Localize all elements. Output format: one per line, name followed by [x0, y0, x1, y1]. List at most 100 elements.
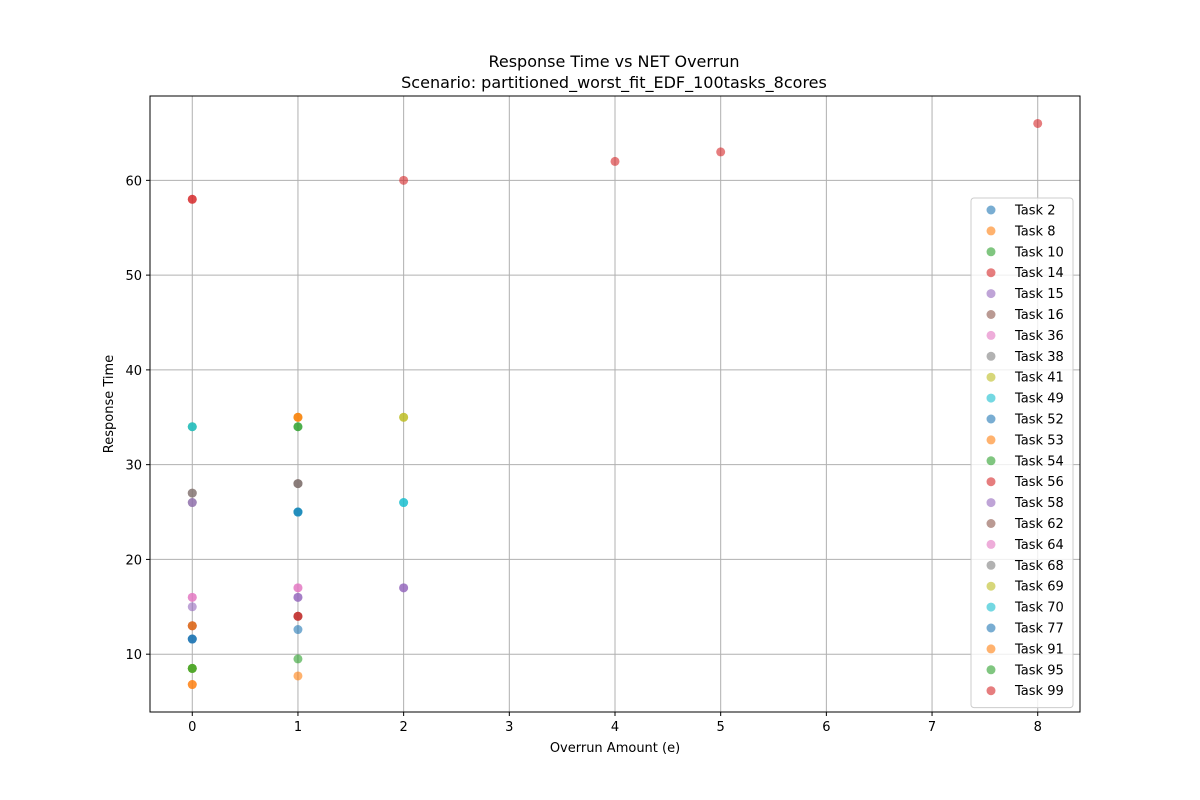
data-point: [187, 680, 197, 690]
y-axis-label: Response Time: [102, 355, 117, 453]
y-tick-label: 30: [125, 459, 142, 474]
x-tick-label: 8: [1034, 720, 1042, 735]
data-points: [187, 118, 1043, 690]
legend-marker: [986, 247, 996, 257]
legend-label: Task 8: [1014, 224, 1055, 239]
legend-label: Task 36: [1014, 329, 1064, 344]
legend-marker: [986, 665, 996, 675]
legend-marker: [986, 539, 996, 549]
legend-marker: [986, 602, 996, 612]
legend-marker: [986, 623, 996, 633]
legend-label: Task 69: [1014, 580, 1064, 595]
data-point: [293, 583, 303, 593]
legend-label: Task 77: [1014, 622, 1064, 637]
data-point: [187, 194, 197, 204]
data-point: [187, 422, 197, 432]
legend-marker: [986, 686, 996, 696]
data-point: [716, 147, 726, 157]
legend-marker: [986, 351, 996, 361]
data-point: [610, 156, 620, 166]
data-point: [399, 175, 409, 185]
data-point: [293, 592, 303, 602]
y-axis-ticks: 10 20 30 40 50 60: [125, 174, 150, 663]
data-point: [187, 498, 197, 508]
data-point: [293, 412, 303, 422]
legend-marker: [986, 268, 996, 278]
x-tick-label: 2: [399, 720, 407, 735]
legend-label: Task 64: [1014, 538, 1064, 553]
legend-label: Task 2: [1014, 204, 1055, 219]
data-point: [293, 654, 303, 664]
legend-marker: [986, 414, 996, 424]
legend-marker: [986, 477, 996, 487]
data-point: [293, 611, 303, 621]
x-axis-label: Overrun Amount (e): [550, 741, 680, 756]
legend-label: Task 16: [1014, 308, 1064, 323]
data-point: [399, 412, 409, 422]
legend-label: Task 70: [1014, 601, 1064, 616]
legend-box: [970, 197, 1074, 709]
data-point: [293, 507, 303, 517]
x-tick-label: 7: [928, 720, 936, 735]
data-point: [293, 671, 303, 681]
data-point: [1033, 118, 1043, 128]
chart-title: Response Time vs NET Overrun: [488, 52, 739, 71]
legend: Task 2 Task 8 Task 10 Task 14 Task 15 Task 16…: [970, 197, 1074, 709]
x-tick-label: 3: [505, 720, 513, 735]
data-point: [187, 663, 197, 673]
legend-label: Task 91: [1014, 642, 1064, 657]
legend-label: Task 53: [1014, 433, 1064, 448]
x-tick-label: 5: [717, 720, 725, 735]
legend-label: Task 49: [1014, 392, 1064, 407]
legend-label: Task 38: [1014, 350, 1064, 365]
x-tick-label: 4: [611, 720, 619, 735]
legend-label: Task 15: [1014, 287, 1064, 302]
y-tick-label: 20: [125, 553, 142, 568]
legend-marker: [986, 226, 996, 236]
x-tick-label: 1: [294, 720, 302, 735]
x-tick-label: 6: [822, 720, 830, 735]
legend-marker: [986, 581, 996, 591]
grid-lines: [150, 96, 1080, 712]
legend-marker: [986, 393, 996, 403]
legend-label: Task 54: [1014, 454, 1064, 469]
legend-label: Task 14: [1014, 266, 1064, 281]
data-point: [187, 592, 197, 602]
x-tick-label: 0: [188, 720, 196, 735]
y-tick-label: 40: [125, 364, 142, 379]
legend-marker: [986, 435, 996, 445]
data-point: [187, 488, 197, 498]
legend-marker: [986, 456, 996, 466]
y-tick-label: 60: [125, 174, 142, 189]
legend-marker: [986, 519, 996, 528]
x-axis-ticks: 0 1 2 3 4 5 6 7 8: [188, 712, 1042, 735]
legend-marker: [986, 498, 996, 508]
legend-marker: [986, 289, 996, 299]
legend-label: Task 68: [1014, 559, 1064, 574]
y-tick-label: 10: [125, 648, 142, 663]
legend-marker: [986, 372, 996, 382]
legend-label: Task 99: [1014, 684, 1064, 699]
legend-label: Task 95: [1014, 663, 1064, 678]
legend-marker: [986, 310, 996, 319]
chart-subtitle: Scenario: partitioned_worst_fit_EDF_100t…: [401, 73, 827, 93]
legend-marker: [986, 205, 996, 215]
data-point: [293, 479, 303, 489]
legend-label: Task 62: [1014, 517, 1064, 532]
legend-label: Task 58: [1014, 496, 1064, 511]
data-point: [399, 583, 409, 593]
y-tick-label: 50: [125, 269, 142, 284]
data-point: [399, 498, 409, 508]
legend-label: Task 56: [1014, 475, 1064, 490]
legend-label: Task 41: [1014, 371, 1064, 386]
data-point: [187, 602, 197, 612]
legend-marker: [986, 330, 996, 340]
data-point: [293, 422, 303, 432]
data-point: [293, 625, 303, 635]
data-point: [187, 634, 197, 644]
legend-marker: [986, 560, 996, 570]
legend-label: Task 52: [1014, 413, 1064, 428]
legend-marker: [986, 644, 996, 654]
legend-label: Task 10: [1014, 245, 1064, 260]
